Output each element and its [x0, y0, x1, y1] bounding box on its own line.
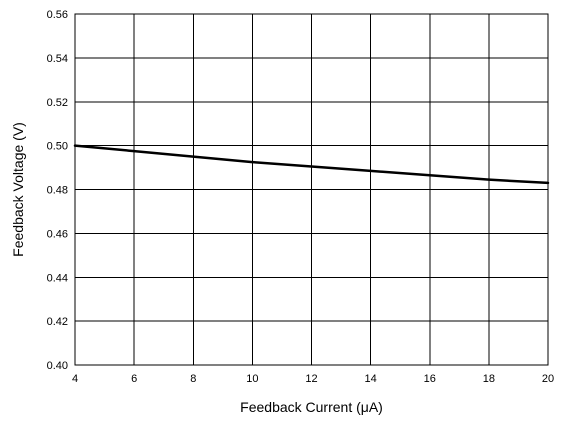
x-axis-label: Feedback Current (μA) — [240, 399, 383, 415]
x-tick-label: 10 — [246, 373, 258, 385]
x-tick-label: 20 — [542, 373, 554, 385]
x-tick-label: 14 — [365, 373, 377, 385]
y-tick-label: 0.54 — [47, 53, 68, 65]
x-tick-label: 18 — [483, 373, 495, 385]
x-tick-label: 4 — [72, 373, 78, 385]
y-tick-label: 0.56 — [47, 9, 68, 21]
x-tick-label: 16 — [424, 373, 436, 385]
y-tick-label: 0.44 — [47, 272, 68, 284]
y-tick-label: 0.52 — [47, 97, 68, 109]
y-tick-labels: 0.40 0.42 0.44 0.46 0.48 0.50 0.52 0.54 0.56 — [47, 9, 68, 372]
y-axis-label: Feedback Voltage (V) — [10, 122, 26, 257]
y-tick-label: 0.48 — [47, 185, 68, 197]
x-tick-label: 6 — [131, 373, 137, 385]
series-layer — [73, 144, 550, 185]
y-tick-label: 0.50 — [47, 141, 68, 153]
plot-frame — [74, 13, 549, 366]
y-tick-label: 0.40 — [47, 360, 68, 372]
x-tick-label: 8 — [190, 373, 196, 385]
y-tick-label: 0.42 — [47, 316, 68, 328]
x-tick-label: 12 — [305, 373, 317, 385]
series-line — [73, 144, 550, 185]
x-tick-labels: 4 6 8 10 12 14 16 18 20 — [72, 373, 554, 385]
grid — [74, 13, 549, 366]
y-tick-label: 0.46 — [47, 228, 68, 240]
